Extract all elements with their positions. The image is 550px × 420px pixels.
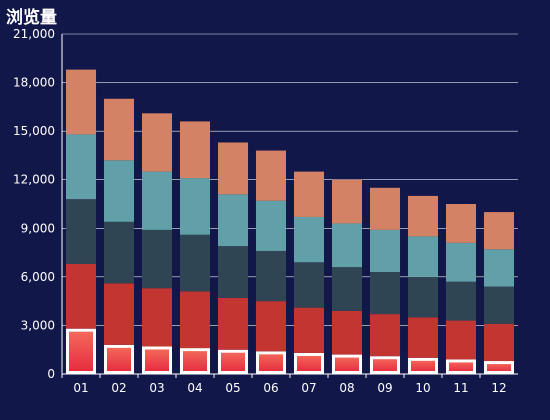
x-tick-label: 06 <box>263 381 278 395</box>
y-tick-label: 18,000 <box>13 76 55 90</box>
bar-segment[interactable] <box>369 187 401 230</box>
bar-segment[interactable] <box>445 242 477 282</box>
x-tick-label: 09 <box>377 381 392 395</box>
bar-segment[interactable] <box>179 178 211 235</box>
y-tick-label: 12,000 <box>13 173 55 187</box>
bar-segment-base[interactable] <box>141 346 173 375</box>
x-tick-label: 05 <box>225 381 240 395</box>
bar-segment[interactable] <box>407 195 439 237</box>
y-tick-label: 15,000 <box>13 124 55 138</box>
bar-segment[interactable] <box>369 314 401 357</box>
bar-segment[interactable] <box>369 229 401 272</box>
bar-segment[interactable] <box>331 310 363 355</box>
y-tick-label: 0 <box>47 367 55 381</box>
y-tick-label: 9,000 <box>21 221 55 235</box>
bar-segment[interactable] <box>445 204 477 243</box>
bar-segment[interactable] <box>103 160 135 222</box>
bar-segment[interactable] <box>65 263 97 329</box>
bar-segment-base[interactable] <box>331 354 363 375</box>
bar-segment[interactable] <box>331 179 363 224</box>
bar-segment[interactable] <box>65 69 97 135</box>
bar-segment[interactable] <box>255 250 287 302</box>
bar-segment[interactable] <box>141 171 173 230</box>
bar-segment[interactable] <box>255 150 287 201</box>
chart-title: 浏览量 <box>6 8 57 28</box>
bar-segment[interactable] <box>103 221 135 284</box>
bar-segment-base[interactable] <box>293 352 325 375</box>
bar-segment[interactable] <box>483 286 515 324</box>
bar-segment-base[interactable] <box>255 351 287 375</box>
bar-segment[interactable] <box>255 200 287 251</box>
x-tick-label: 08 <box>339 381 354 395</box>
bar-segment-base[interactable] <box>369 356 401 375</box>
bar-segment[interactable] <box>179 234 211 292</box>
bar-segment[interactable] <box>179 121 211 179</box>
bar-segment[interactable] <box>445 281 477 321</box>
bar-segment[interactable] <box>293 171 325 217</box>
bar-segment-base[interactable] <box>65 328 97 374</box>
bar-segment-base[interactable] <box>103 344 135 375</box>
bar-segment[interactable] <box>369 272 401 315</box>
bar-segment[interactable] <box>65 134 97 200</box>
bar-segment[interactable] <box>407 236 439 277</box>
bar-segment[interactable] <box>407 276 439 318</box>
bar-segment[interactable] <box>293 307 325 353</box>
bar-segment[interactable] <box>483 249 515 287</box>
bar-segment[interactable] <box>217 246 249 298</box>
x-tick-label: 03 <box>149 381 164 395</box>
x-tick-label: 01 <box>73 381 88 395</box>
bar-segment[interactable] <box>407 317 439 358</box>
bar-segment[interactable] <box>217 297 249 350</box>
x-tick-label: 02 <box>111 381 126 395</box>
bar-segment[interactable] <box>141 113 173 172</box>
x-tick-label: 12 <box>491 381 506 395</box>
bar-segment-base[interactable] <box>445 359 477 374</box>
bar-segment[interactable] <box>255 301 287 352</box>
bar-segment[interactable] <box>141 229 173 289</box>
x-tick-label: 04 <box>187 381 202 395</box>
bar-segment[interactable] <box>483 323 515 362</box>
bar-segment[interactable] <box>103 283 135 345</box>
x-tick-label: 07 <box>301 381 316 395</box>
bar-segment[interactable] <box>141 288 173 347</box>
bar-segment-base[interactable] <box>217 349 249 375</box>
bar-segment[interactable] <box>445 320 477 360</box>
bar-segment[interactable] <box>217 194 249 247</box>
bar-segment-base[interactable] <box>407 357 439 374</box>
bar-segment[interactable] <box>65 199 97 264</box>
x-tick-label: 10 <box>415 381 430 395</box>
y-tick-label: 3,000 <box>21 318 55 332</box>
bar-segment-base[interactable] <box>483 361 515 374</box>
bar-segment[interactable] <box>331 267 363 311</box>
bar-segment[interactable] <box>179 291 211 349</box>
bar-segment[interactable] <box>483 212 515 250</box>
y-tick-label: 21,000 <box>13 27 55 41</box>
bar-segment[interactable] <box>331 223 363 268</box>
bar-segment-base[interactable] <box>179 348 211 375</box>
bar-segment[interactable] <box>103 98 135 161</box>
bar-segment[interactable] <box>217 142 249 195</box>
x-tick-label: 11 <box>453 381 468 395</box>
bar-segment[interactable] <box>293 216 325 263</box>
bar-segment[interactable] <box>293 262 325 308</box>
y-tick-label: 6,000 <box>21 270 55 284</box>
